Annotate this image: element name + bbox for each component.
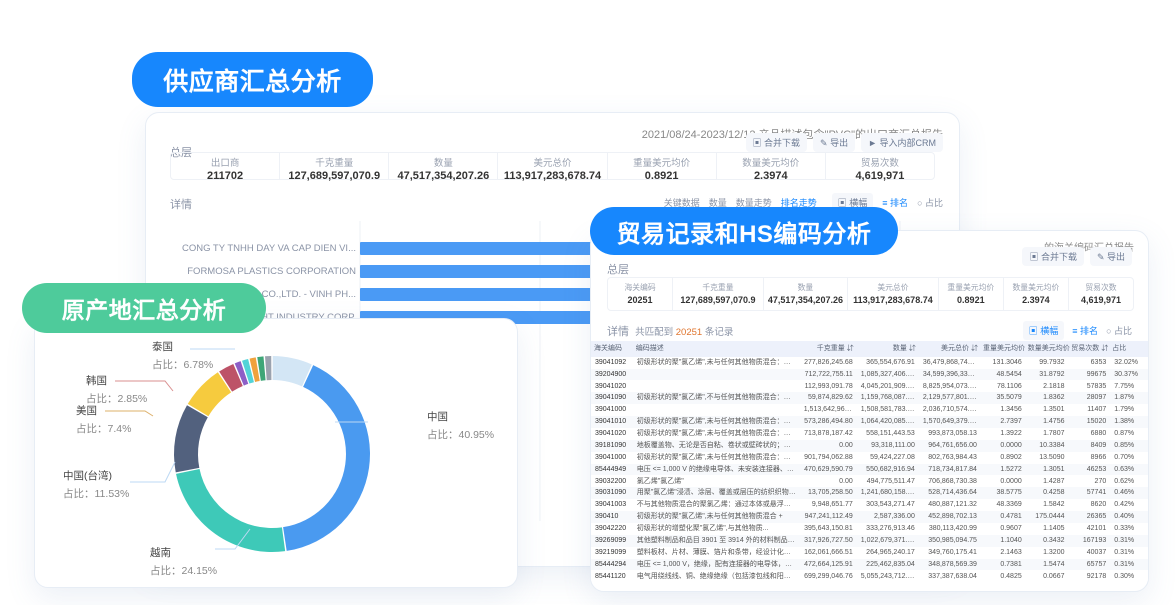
svg-text:CONG TY TNHH DAY VA CAP DIEN V: CONG TY TNHH DAY VA CAP DIEN VI...	[182, 243, 356, 254]
svg-text:FORMOSA PLASTICS CORPORATION: FORMOSA PLASTICS CORPORATION	[187, 266, 356, 277]
